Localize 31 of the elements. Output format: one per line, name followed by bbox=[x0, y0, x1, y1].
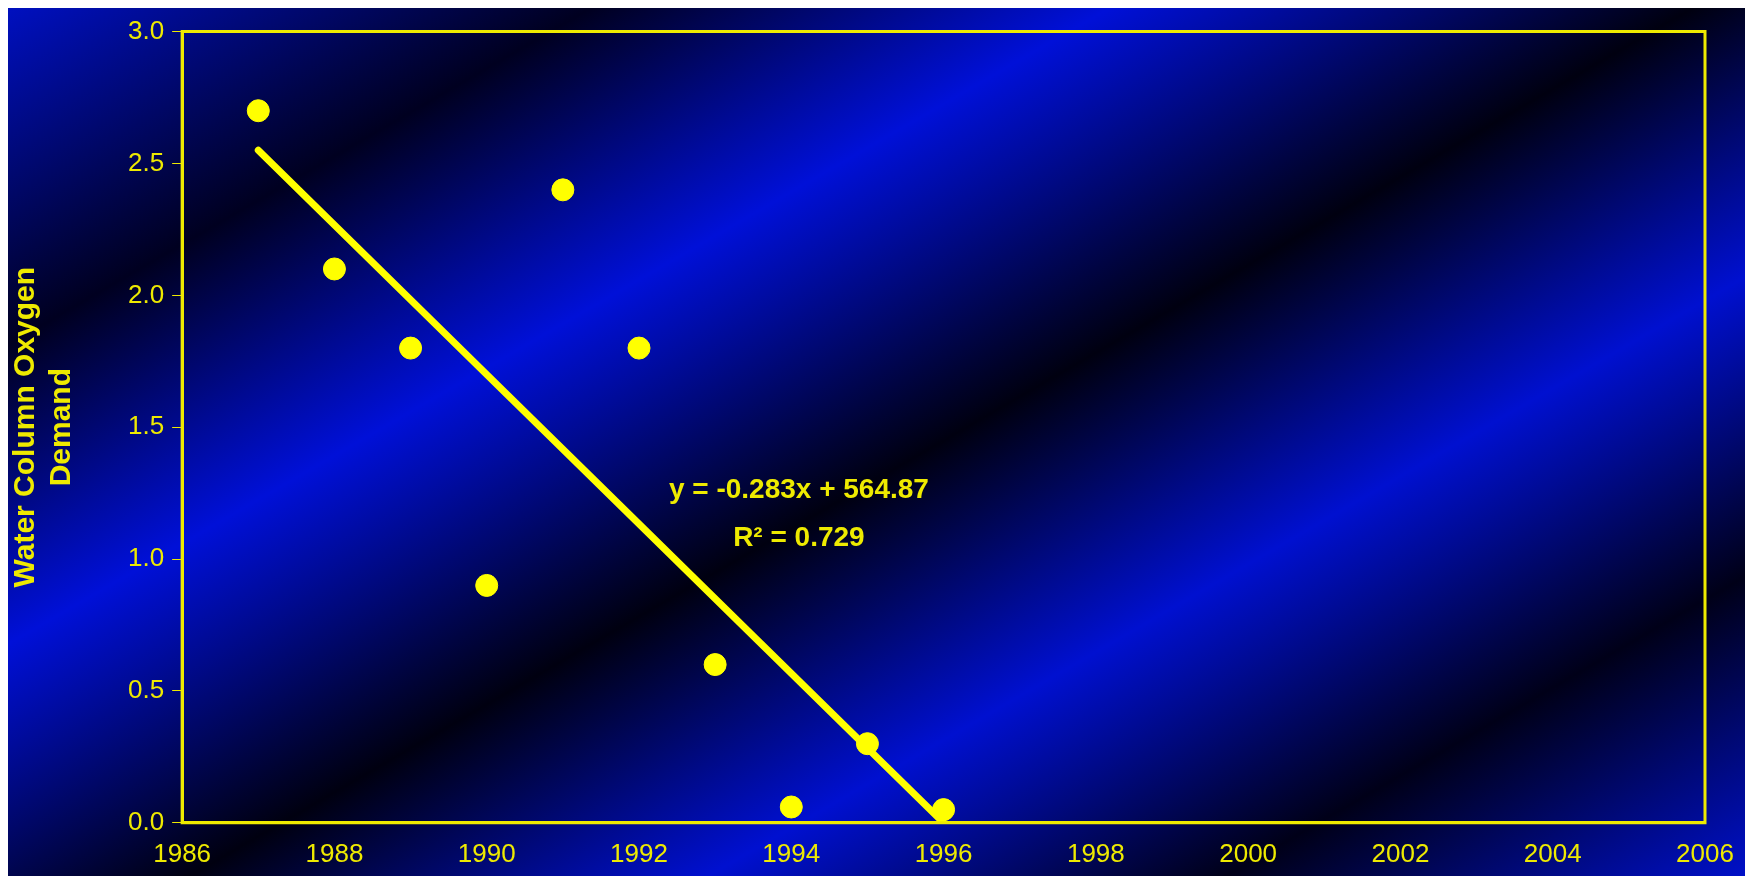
x-tick-label: 1988 bbox=[305, 837, 364, 868]
x-tick-label: 1994 bbox=[762, 837, 821, 868]
y-tick-label: 3.0 bbox=[127, 14, 165, 45]
x-tick-label: 2004 bbox=[1523, 837, 1582, 868]
y-tick-label: 2.0 bbox=[127, 278, 165, 309]
annotation: R² = 0.729 bbox=[733, 521, 865, 553]
point bbox=[246, 99, 270, 123]
x-tick-label: 1986 bbox=[153, 837, 212, 868]
annotation: y = -0.283x + 564.87 bbox=[668, 473, 929, 505]
point bbox=[551, 178, 575, 202]
y-tick-label: 0.0 bbox=[127, 805, 165, 836]
point bbox=[932, 798, 956, 822]
point bbox=[855, 732, 879, 756]
y-tick-label: 2.5 bbox=[127, 146, 165, 177]
x-tick-label: 2006 bbox=[1676, 837, 1734, 868]
x-tick-label: 2002 bbox=[1371, 837, 1430, 868]
x-tick-label: 1992 bbox=[610, 837, 668, 868]
point bbox=[475, 573, 499, 597]
point bbox=[703, 653, 727, 677]
point bbox=[399, 336, 423, 360]
x-tick-label: 2000 bbox=[1219, 837, 1278, 868]
x-tick-label: 1998 bbox=[1066, 837, 1125, 868]
x-tick-label: 1990 bbox=[457, 837, 516, 868]
point bbox=[779, 795, 803, 819]
x-tick-label: 1996 bbox=[914, 837, 973, 868]
y-tick-label: 0.5 bbox=[127, 674, 165, 705]
y-axis-title: Water Column Oxygen Demand bbox=[7, 266, 77, 588]
point bbox=[322, 257, 346, 281]
y-tick-label: 1.5 bbox=[127, 410, 165, 441]
point bbox=[627, 336, 651, 360]
y-tick-label: 1.0 bbox=[127, 542, 165, 573]
